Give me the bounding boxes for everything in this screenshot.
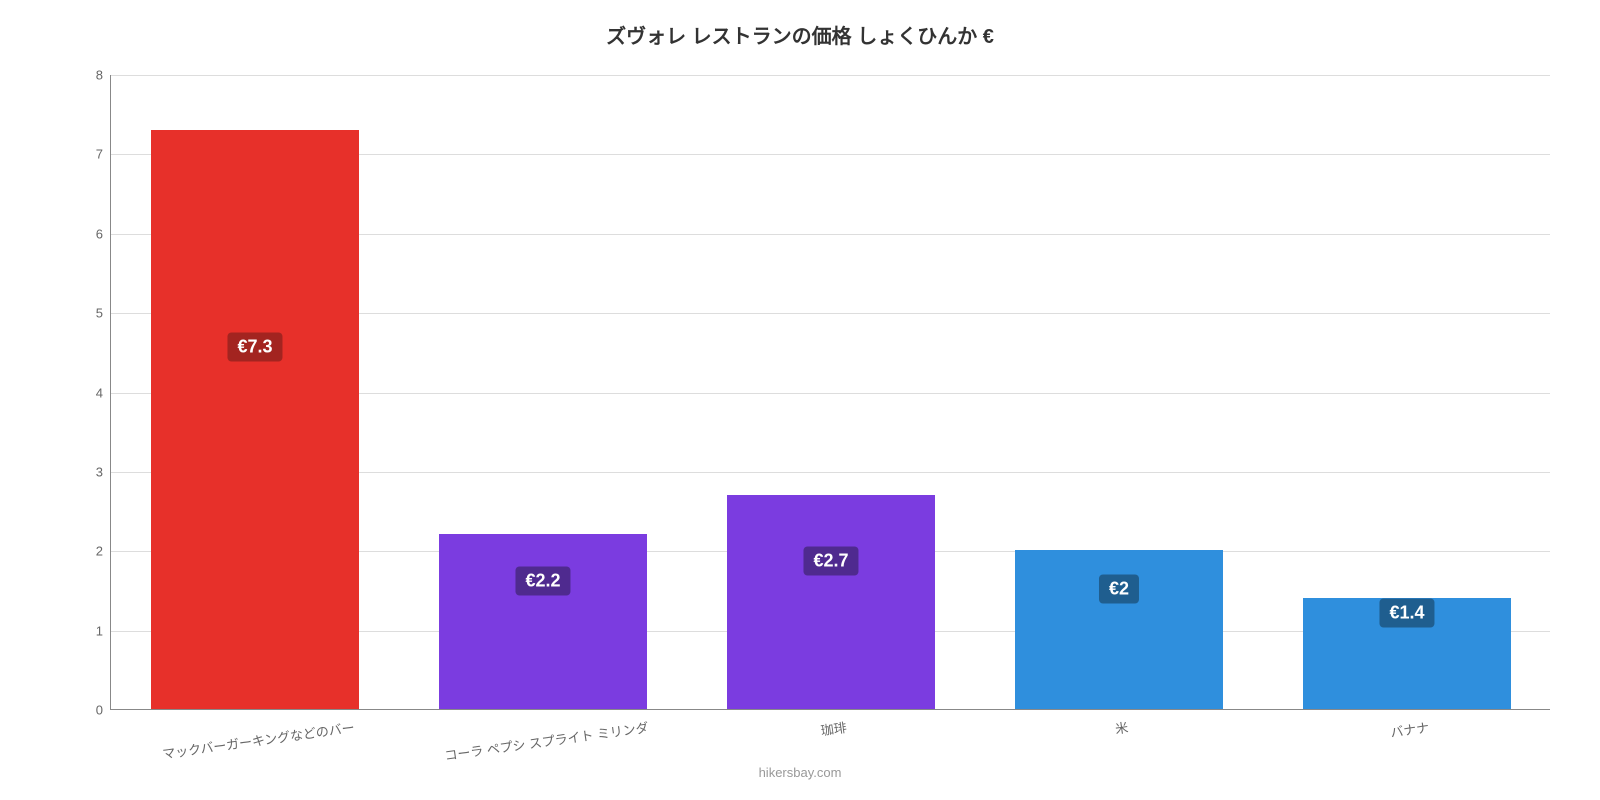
x-tick-label: 米 (1113, 709, 1130, 738)
grid-line (111, 75, 1550, 76)
bar: €2.7 (727, 495, 934, 709)
y-tick-label: 4 (96, 385, 111, 400)
y-tick-label: 3 (96, 464, 111, 479)
value-badge: €1.4 (1379, 598, 1434, 627)
y-tick-label: 0 (96, 703, 111, 718)
y-tick-label: 1 (96, 623, 111, 638)
value-badge: €2 (1099, 574, 1139, 603)
chart-container: ズヴォレ レストランの価格 しょくひんか € 012345678€7.3マックバ… (30, 20, 1570, 780)
plot-area: 012345678€7.3マックバーガーキングなどのバー€2.2コーラ ペプシ … (110, 75, 1550, 710)
bar: €7.3 (151, 130, 358, 709)
value-badge: €2.2 (515, 566, 570, 595)
x-tick-label: コーラ ペプシ スプライト ミリンダ (442, 709, 650, 764)
source-attribution: hikersbay.com (759, 765, 842, 780)
chart-title: ズヴォレ レストランの価格 しょくひんか € (30, 20, 1570, 49)
x-tick-label: 珈琲 (818, 709, 848, 739)
y-tick-label: 8 (96, 68, 111, 83)
value-badge: €7.3 (227, 332, 282, 361)
x-tick-label: マックバーガーキングなどのバー (160, 709, 356, 763)
value-badge: €2.7 (803, 546, 858, 575)
y-tick-label: 7 (96, 147, 111, 162)
x-tick-label: バナナ (1388, 709, 1430, 741)
y-tick-label: 2 (96, 544, 111, 559)
bar: €2.2 (439, 534, 646, 709)
bar: €1.4 (1303, 598, 1510, 709)
y-tick-label: 5 (96, 306, 111, 321)
y-tick-label: 6 (96, 226, 111, 241)
bar: €2 (1015, 550, 1222, 709)
